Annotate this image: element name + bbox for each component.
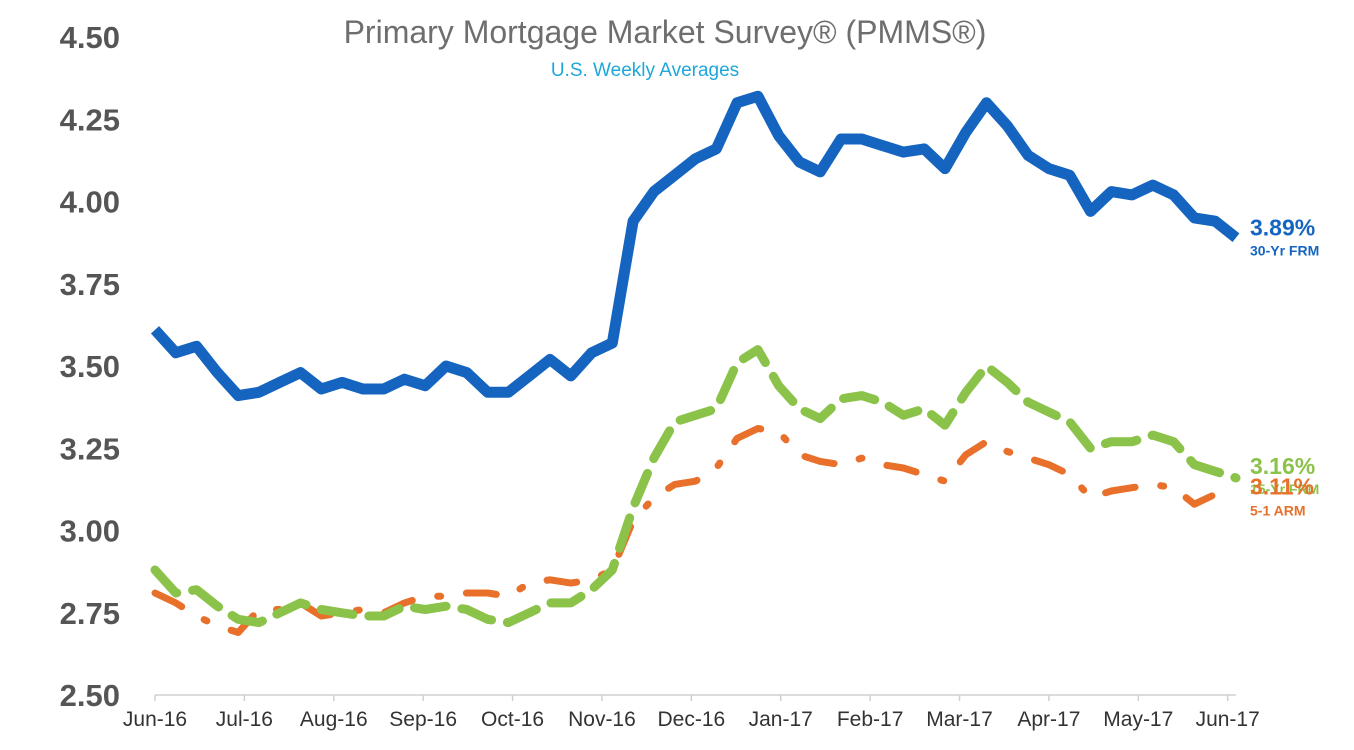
x-tick-label: Jul-16 <box>216 708 273 731</box>
x-tick-label: Apr-17 <box>1017 708 1080 731</box>
series-line <box>151 425 1240 636</box>
y-tick-label: 2.50 <box>60 678 120 713</box>
y-tick-label: 3.00 <box>60 514 120 549</box>
x-tick-label: May-17 <box>1103 708 1173 731</box>
series-end-value-label: 3.11% <box>1250 473 1314 499</box>
x-tick-label: Feb-17 <box>837 708 904 731</box>
y-tick-label: 4.25 <box>60 102 120 137</box>
x-tick-label: Aug-16 <box>300 708 368 731</box>
y-tick-label: 4.00 <box>60 185 120 220</box>
x-tick-label: Sep-16 <box>389 708 457 731</box>
chart-title: Primary Mortgage Market Survey® (PMMS®) <box>343 14 987 50</box>
y-tick-label: 3.25 <box>60 431 120 466</box>
x-tick-label: Nov-16 <box>568 708 636 731</box>
series-line <box>150 90 1240 402</box>
series-end-value-label: 3.16% <box>1250 453 1315 479</box>
series-end-value-label: 3.89% <box>1250 215 1315 241</box>
y-tick-label: 2.75 <box>60 596 120 631</box>
x-tick-label: Dec-16 <box>657 708 725 731</box>
chart-subtitle: U.S. Weekly Averages <box>550 60 740 81</box>
x-tick-label: Mar-17 <box>926 708 993 731</box>
x-tick-label: Jun-16 <box>123 708 187 731</box>
y-tick-label: 4.50 <box>60 20 120 55</box>
series-end-name-label: 30-Yr FRM <box>1250 243 1319 259</box>
series-end-name-label: 15-Yr FRM <box>1250 481 1319 497</box>
x-tick-label: Jun-17 <box>1196 708 1260 731</box>
series-line <box>150 345 1241 628</box>
y-tick-label: 3.75 <box>60 267 120 302</box>
series-end-name-label: 5-1 ARM <box>1250 502 1306 518</box>
y-tick-label: 3.50 <box>60 349 120 384</box>
x-tick-label: Jan-17 <box>749 708 813 731</box>
x-tick-label: Oct-16 <box>481 708 544 731</box>
